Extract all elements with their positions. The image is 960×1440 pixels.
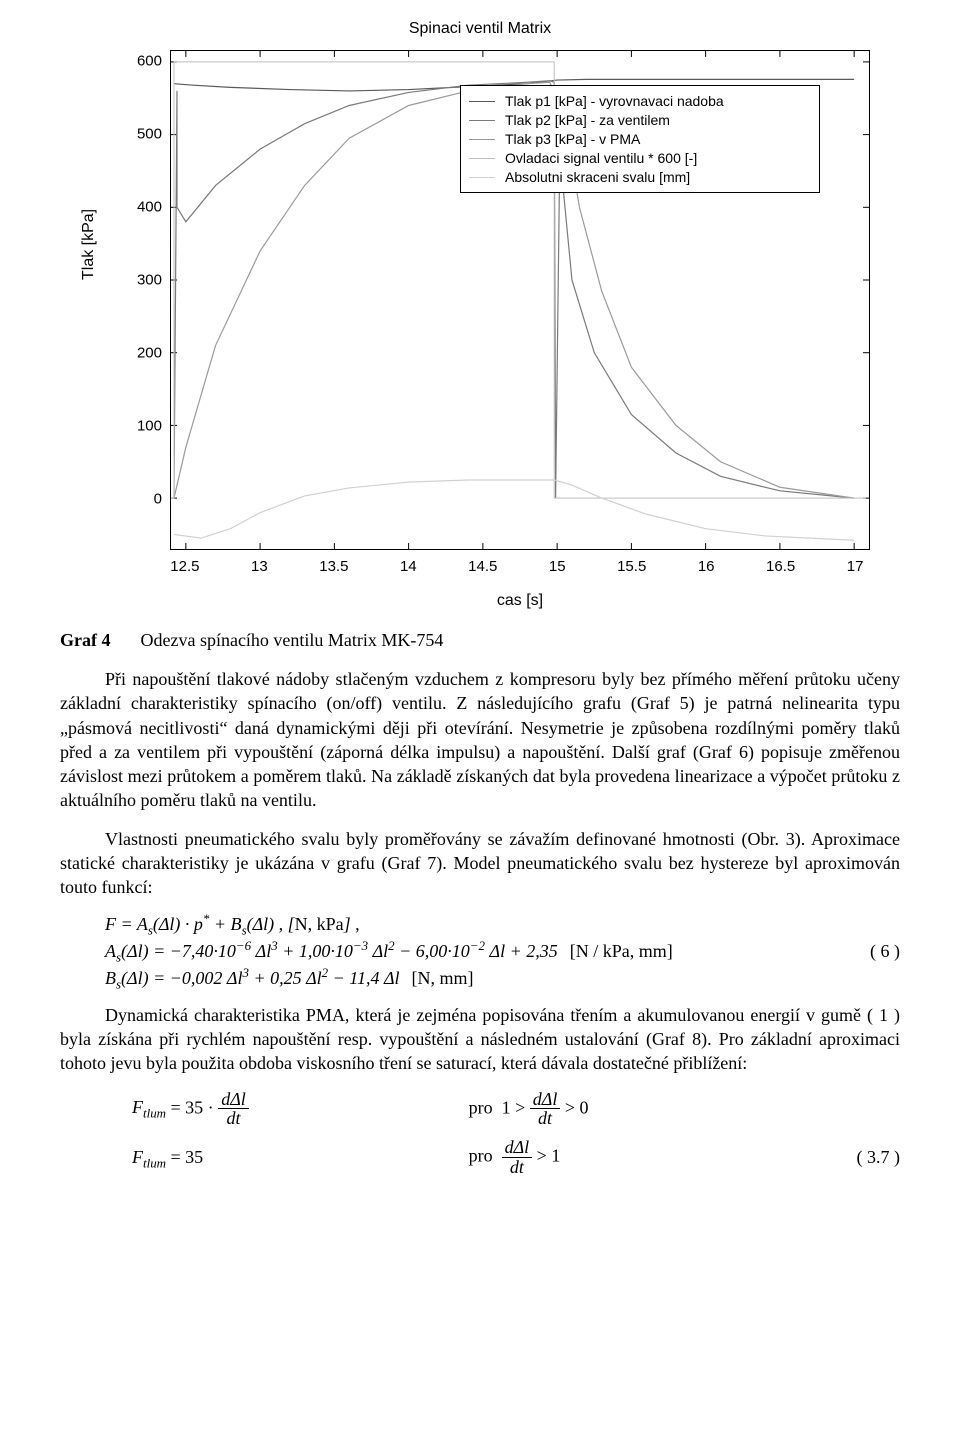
legend-item: Tlak p2 [kPa] - za ventilem [469, 111, 811, 130]
chart-xlabel: cas [s] [170, 592, 870, 610]
equation-tlum-row2: Ftlum = 35 pro dΔldt > 1 ( 3.7 ) [60, 1138, 900, 1177]
chart-xtick: 14 [400, 558, 417, 575]
chart-ytick: 300 [72, 271, 162, 288]
caption-text: Odezva spínacího ventilu Matrix MK-754 [140, 630, 443, 651]
paragraph-2: Vlastnosti pneumatického svalu byly prom… [60, 827, 900, 900]
legend-swatch [469, 177, 495, 178]
figure-caption: Graf 4 Odezva spínacího ventilu Matrix M… [60, 630, 900, 651]
legend-label: Tlak p3 [kPa] - v PMA [505, 130, 640, 149]
legend-swatch [469, 120, 495, 121]
legend-swatch [469, 101, 495, 102]
legend-label: Absolutni skraceni svalu [mm] [505, 168, 690, 187]
chart-ytick: 600 [72, 52, 162, 69]
equation-As: As(Δl) = −7,40·10−6 Δl3 + 1,00·10−3 Δl2 … [60, 941, 900, 962]
paragraph-3: Dynamická charakteristika PMA, která je … [60, 1003, 900, 1076]
paragraph-1: Při napouštění tlakové nádoby stlačeným … [60, 667, 900, 813]
equation-As-unit: [N / kPa, mm] [558, 941, 673, 962]
caption-label: Graf 4 [60, 630, 110, 651]
chart-container: Spinaci ventil Matrix Tlak [kPa] 0 100 200… [60, 20, 900, 620]
chart-ytick: 500 [72, 125, 162, 142]
chart-legend: Tlak p1 [kPa] - vyrovnavaci nadobaTlak p… [460, 85, 820, 193]
chart-xtick: 17 [847, 558, 864, 575]
chart-xtick: 16.5 [766, 558, 795, 575]
equation-number-6: ( 6 ) [850, 941, 900, 962]
legend-item: Absolutni skraceni svalu [mm] [469, 168, 811, 187]
legend-swatch [469, 139, 495, 140]
chart-ytick: 400 [72, 198, 162, 215]
chart-xtick: 13.5 [319, 558, 348, 575]
chart-ylabel: Tlak [kPa] [80, 209, 98, 280]
chart-ytick: 200 [72, 344, 162, 361]
legend-item: Tlak p3 [kPa] - v PMA [469, 130, 811, 149]
legend-label: Tlak p1 [kPa] - vyrovnavaci nadoba [505, 92, 724, 111]
chart-xtick: 15.5 [617, 558, 646, 575]
equation-Bs-unit: [N, mm] [400, 968, 474, 989]
chart-title: Spinaci ventil Matrix [60, 20, 900, 38]
chart-xtick: 12.5 [170, 558, 199, 575]
chart-xtick: 14.5 [468, 558, 497, 575]
legend-swatch [469, 158, 495, 159]
chart-ytick: 0 [72, 490, 162, 507]
chart-xtick: 16 [698, 558, 715, 575]
equation-tlum-row1: Ftlum = 35 · dΔldt pro 1 > dΔldt > 0 [60, 1090, 900, 1129]
chart-xtick: 13 [251, 558, 268, 575]
legend-item: Tlak p1 [kPa] - vyrovnavaci nadoba [469, 92, 811, 111]
chart-xtick: 15 [549, 558, 566, 575]
legend-label: Ovladaci signal ventilu * 600 [-] [505, 149, 697, 168]
legend-item: Ovladaci signal ventilu * 600 [-] [469, 149, 811, 168]
legend-label: Tlak p2 [kPa] - za ventilem [505, 111, 670, 130]
chart-ytick: 100 [72, 417, 162, 434]
equation-F: F = As(Δl) · p* + Bs(Δl) , [N, kPa] , [60, 914, 900, 935]
equation-number-3-7: ( 3.7 ) [768, 1147, 900, 1168]
equation-Bs: Bs(Δl) = −0,002 Δl3 + 0,25 Δl2 − 11,4 Δl… [60, 968, 900, 989]
